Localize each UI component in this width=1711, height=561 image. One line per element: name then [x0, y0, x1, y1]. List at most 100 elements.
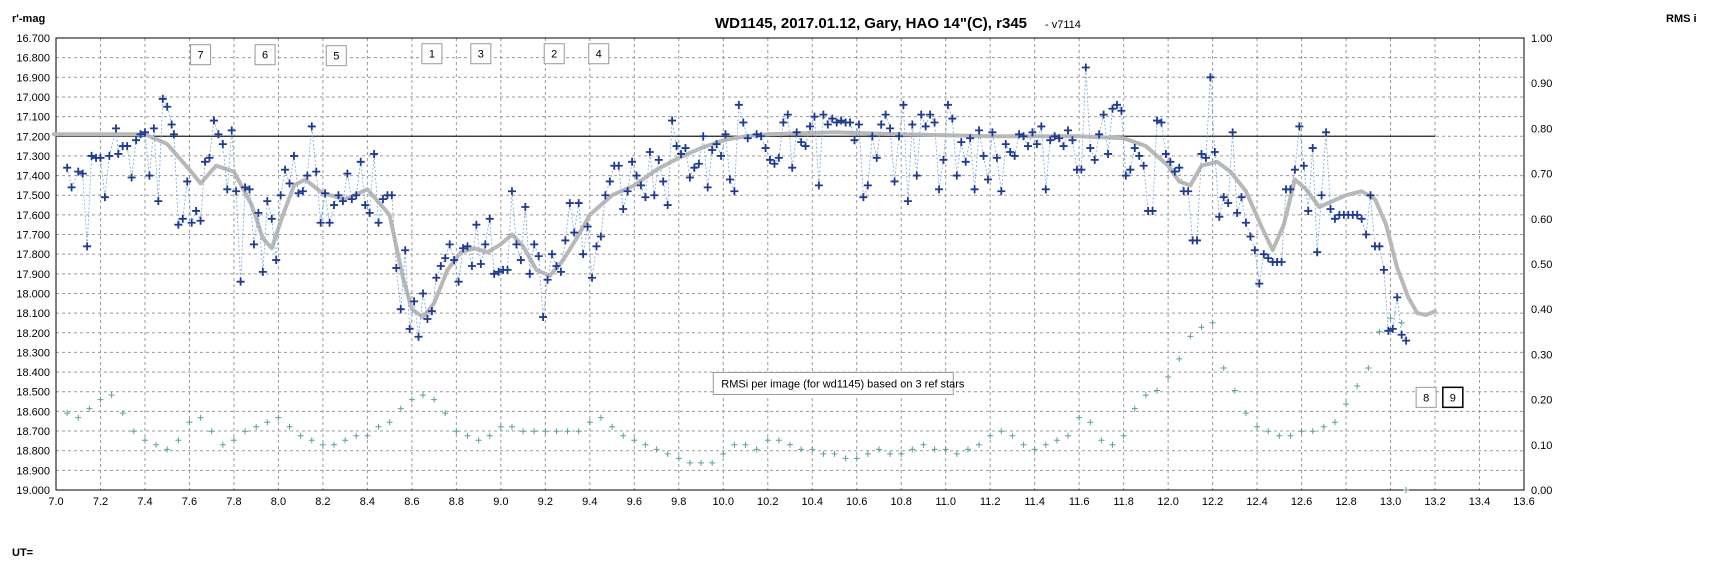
data-point [797, 138, 806, 147]
data-point [392, 263, 401, 272]
data-point [158, 94, 167, 103]
data-point [410, 297, 419, 306]
data-point [154, 197, 163, 206]
data-point [423, 315, 432, 324]
data-point [548, 250, 557, 259]
data-point [330, 201, 339, 210]
data-point [739, 118, 748, 127]
data-point [663, 201, 672, 210]
data-point [1393, 293, 1402, 302]
rms-point [631, 437, 638, 444]
rms-point [1109, 441, 1116, 448]
data-point [281, 165, 290, 174]
data-point [743, 134, 752, 143]
x-tick-label: 13.6 [1513, 496, 1534, 508]
data-point [823, 120, 832, 129]
rms-point [197, 414, 204, 421]
rms-point [1287, 432, 1294, 439]
x-tick-label: 9.2 [538, 496, 553, 508]
rms-point [1154, 387, 1160, 394]
rms-point [531, 428, 538, 435]
x-tick-label: 12.8 [1335, 496, 1356, 508]
data-point [970, 185, 979, 194]
rms-point [1398, 319, 1405, 326]
rms-point [575, 428, 582, 435]
y-tick-label-right: 0.40 [1531, 304, 1552, 316]
rms-point [364, 432, 371, 439]
rms-point [1254, 423, 1261, 430]
data-point [694, 159, 703, 168]
data-point [943, 100, 952, 109]
event-marker-box [190, 44, 212, 66]
data-point [74, 167, 83, 176]
data-point [145, 171, 154, 180]
data-point [467, 261, 476, 270]
x-tick-label: 11.8 [1113, 496, 1134, 508]
data-point [163, 102, 172, 111]
data-point [174, 220, 183, 229]
y-tick-label-left: 18.000 [16, 288, 50, 300]
data-point [1037, 122, 1046, 131]
rms-point [597, 414, 604, 421]
data-point [140, 128, 149, 137]
data-point [583, 222, 592, 231]
data-point [1197, 149, 1206, 158]
rms-point [920, 441, 927, 448]
rms-point [130, 428, 137, 435]
data-point [543, 275, 552, 284]
data-point [276, 191, 285, 200]
rms-point [1365, 364, 1372, 371]
rms-point [731, 441, 738, 448]
data-point [254, 208, 263, 217]
data-point [149, 124, 158, 133]
data-point [966, 134, 975, 143]
data-point [267, 214, 276, 223]
rms-point [1009, 432, 1016, 439]
data-point [1219, 193, 1228, 202]
x-tick-label: 12.6 [1291, 496, 1312, 508]
data-point [605, 177, 614, 186]
x-tick-label: 7.8 [226, 496, 241, 508]
data-point [930, 118, 939, 127]
rms-point [308, 437, 315, 444]
rms-point [1231, 387, 1238, 394]
y-tick-label-right: 0.90 [1531, 78, 1552, 90]
data-point [127, 173, 136, 182]
data-point [765, 155, 774, 164]
event-marker-box [1442, 386, 1464, 409]
rms-point [542, 428, 549, 435]
rms-point [809, 446, 816, 453]
rms-point [486, 432, 493, 439]
event-marker-box [470, 43, 492, 65]
data-point [1388, 324, 1397, 333]
data-point [1090, 155, 1099, 164]
data-point [725, 175, 734, 184]
x-tick-label: 10.6 [846, 496, 867, 508]
data-point [1384, 326, 1393, 335]
rms-point [497, 423, 504, 430]
y-tick-label-left: 17.000 [16, 92, 50, 104]
rms-point [420, 392, 426, 399]
data-point [1161, 149, 1170, 158]
x-tick-label: 7.2 [93, 496, 108, 508]
data-point [485, 214, 494, 223]
rms-point [586, 419, 593, 426]
event-marker-label: 9 [1450, 392, 1456, 404]
rms-point [709, 459, 716, 466]
rms-point [1165, 374, 1172, 380]
data-point [334, 191, 343, 200]
data-point [245, 185, 254, 194]
data-point [401, 246, 410, 255]
data-point [67, 183, 76, 192]
x-tick-label: 10.0 [713, 496, 734, 508]
data-point [272, 256, 281, 265]
data-point [659, 177, 668, 186]
data-point [957, 138, 966, 147]
data-point [463, 242, 472, 251]
y-tick-label-left: 18.800 [16, 446, 50, 458]
data-point [1228, 128, 1237, 137]
rms-point [1343, 401, 1350, 408]
rms-point [742, 441, 749, 448]
data-point [1375, 242, 1384, 251]
